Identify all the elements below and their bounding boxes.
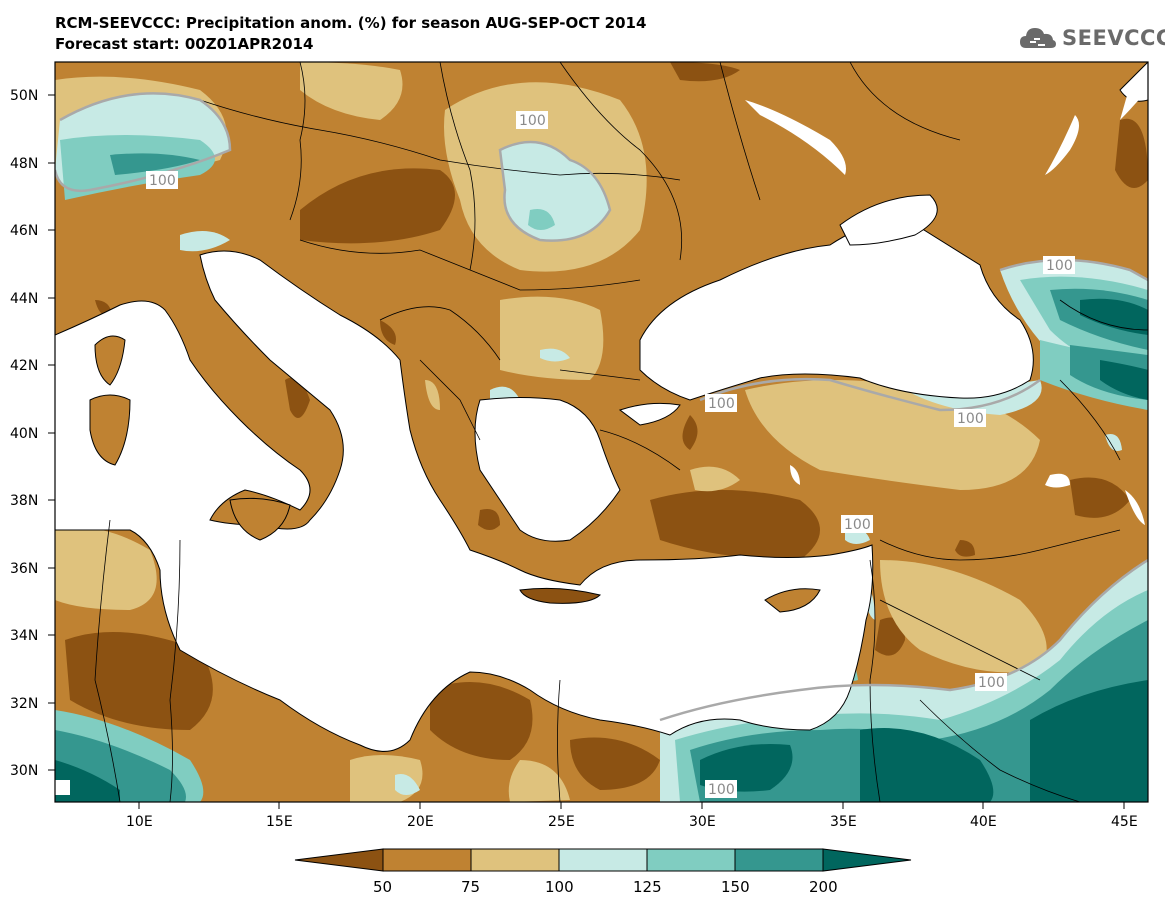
lat-tick-label: 32N [10, 696, 38, 712]
colorbar-segment [294, 848, 384, 872]
lat-tick-label: 50N [10, 88, 38, 104]
logo-text: SEEVCCC [1062, 26, 1165, 50]
contour-label: 100 [708, 396, 735, 412]
country-borders [94, 62, 1148, 802]
contour-label: 100 [844, 517, 871, 533]
lat-tick-label: 46N [10, 223, 38, 239]
lon-tick-label: 30E [689, 814, 716, 830]
colorbar-segment [734, 848, 824, 872]
lat-tick-label: 48N [10, 156, 38, 172]
lon-tick-label: 35E [830, 814, 857, 830]
lat-tick-label: 40N [10, 426, 38, 442]
map-title: RCM-SEEVCCC: Precipitation anom. (%) for… [55, 14, 647, 32]
colorbar-segment [382, 848, 472, 872]
lon-tick-label: 45E [1111, 814, 1138, 830]
colorbar-label: 75 [461, 878, 480, 896]
colorbar-segment [558, 848, 648, 872]
lat-tick-label: 44N [10, 291, 38, 307]
contour-label: 100 [708, 782, 735, 798]
contour-label: 100 [1046, 258, 1073, 274]
islands [89, 335, 821, 613]
lat-tick-label: 38N [10, 493, 38, 509]
cloud-icon [1020, 28, 1056, 48]
lat-tick-label: 36N [10, 561, 38, 577]
map-frame [54, 61, 1149, 803]
lat-tick-label: 34N [10, 628, 38, 644]
colorbar-label: 100 [545, 878, 574, 896]
sea-areas [55, 62, 1148, 752]
lon-tick-label: 25E [548, 814, 575, 830]
colorbar-segment [646, 848, 736, 872]
contour-label: 100 [149, 173, 176, 189]
contour-label: 100 [957, 411, 984, 427]
anomaly-regions-below-50 [65, 62, 1148, 798]
contour-labels: 100 100 100 100 100 100 100 100 [146, 111, 1075, 798]
colorbar-label: 200 [809, 878, 838, 896]
colorbar-label: 150 [721, 878, 750, 896]
contour-label: 100 [978, 675, 1005, 691]
colorbar-segment [822, 848, 912, 872]
lon-tick-label: 15E [266, 814, 293, 830]
colorbar-label: 50 [373, 878, 392, 896]
longitude-axis: 10E 15E 20E 25E 30E 35E 40E 45E [126, 802, 1138, 830]
anomaly-regions-above-200 [55, 298, 1148, 802]
masked-areas [55, 83, 1145, 795]
colorbar-label: 125 [633, 878, 662, 896]
latitude-axis: 30N 32N 34N 36N 38N 40N 42N 44N 46N 48N … [10, 88, 55, 779]
contour-label: 100 [519, 113, 546, 129]
lon-tick-label: 20E [407, 814, 434, 830]
colorbar: 50 75 100 125 150 200 [294, 848, 912, 896]
lat-tick-label: 42N [10, 358, 38, 374]
seevccc-logo: SEEVCCC [1018, 22, 1165, 56]
forecast-start-label: Forecast start: 00Z01APR2014 [55, 35, 314, 53]
lon-tick-label: 10E [126, 814, 153, 830]
lon-tick-label: 40E [970, 814, 997, 830]
lat-tick-label: 30N [10, 763, 38, 779]
colorbar-segment [470, 848, 560, 872]
